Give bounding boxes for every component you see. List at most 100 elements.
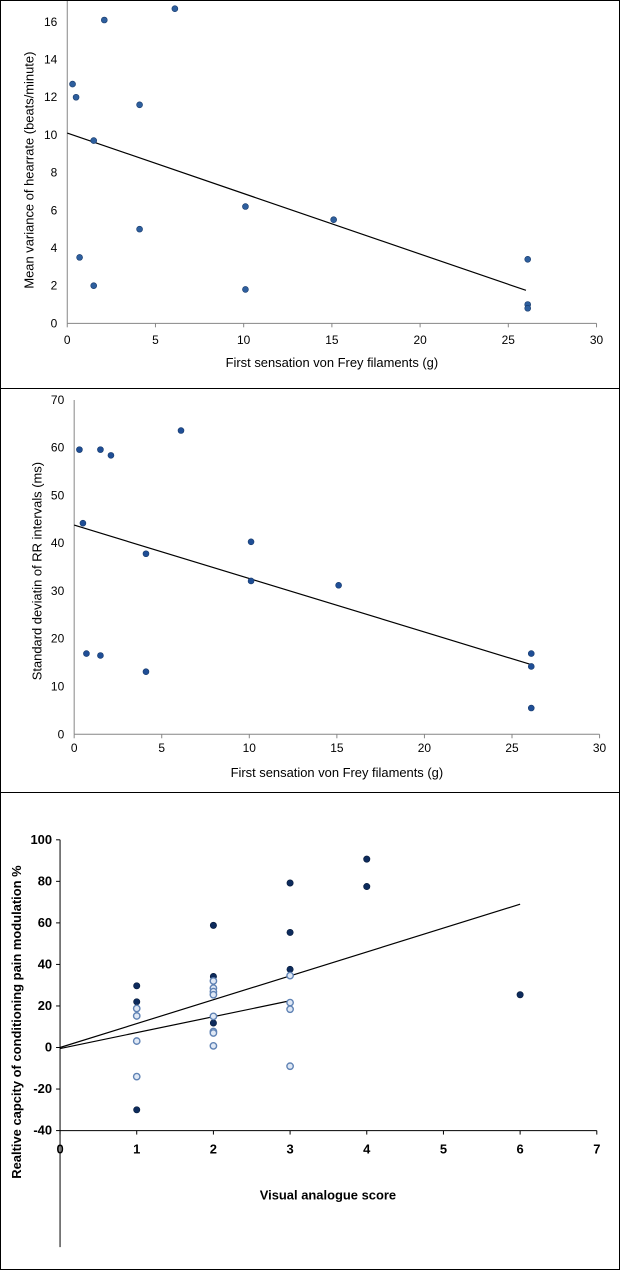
chart-3-series-1-point	[286, 965, 294, 973]
chart-3-series-2-point	[286, 971, 294, 980]
chart-3-series-2-point	[209, 977, 218, 985]
chart-3-series-2-point	[286, 1062, 294, 1071]
chart-3-series-1-point	[286, 879, 294, 887]
chart-1-point	[90, 137, 97, 144]
chart-1-point	[330, 216, 337, 223]
chart-1-svg: 0 5 10 15 20 25 30 0 2 4 6 8 10 12 14 16 First sensati…	[21, 1, 604, 370]
chart-1-y-tick-label: 4	[51, 241, 58, 255]
chart-2-x-tick-label: 0	[71, 741, 78, 755]
chart-3-series-1-point	[133, 982, 141, 990]
chart-2-point	[79, 519, 87, 527]
chart-3-y-tick-label: 0	[45, 1039, 52, 1054]
chart-1-x-tick-label: 20	[413, 333, 427, 347]
chart-3-y-tick-label: -20	[33, 1081, 52, 1096]
chart-1-y-axis-title: Mean variance of hearrate (beats/minute)	[21, 52, 36, 289]
chart-1-x-tick-label: 5	[152, 333, 159, 347]
chart-2-point	[142, 550, 150, 558]
chart-2-point	[527, 663, 535, 670]
chart-3-series-1-point	[133, 1106, 141, 1114]
chart-3-y-tick-label: 100	[30, 832, 52, 847]
chart-3-trendline	[59, 1000, 291, 1050]
chart-3-series-1-point	[286, 928, 294, 936]
chart-2-point	[76, 446, 83, 453]
chart-1-y-tick-label: 14	[44, 53, 58, 67]
chart-1-y-tick-label: 2	[51, 279, 58, 293]
chart-3-x-tick-label: 2	[210, 1141, 217, 1156]
chart-3-series-1-point	[209, 921, 217, 929]
chart-2-y-tick-label: 30	[51, 584, 65, 598]
chart-2-point	[335, 581, 342, 589]
chart-2-point	[83, 650, 90, 657]
chart-1-point	[171, 5, 179, 12]
chart-3-series-2-point	[209, 1041, 218, 1050]
chart-1-y-tick-label: 0	[51, 316, 58, 330]
chart-2-point	[247, 577, 255, 585]
chart-panel-1: 0 5 10 15 20 25 30 0 2 4 6 8 10 12 14 16 First sensati…	[0, 0, 620, 390]
chart-2-y-tick-label: 60	[51, 441, 65, 455]
chart-1-y-tick-label: 8	[51, 166, 58, 180]
chart-2-point	[97, 446, 104, 453]
chart-1-y-tick-label: 12	[44, 90, 58, 104]
chart-3-series-1-point	[209, 1019, 217, 1027]
chart-2-trendline	[73, 524, 530, 665]
chart-3-y-axis-title: Realtive capcity of conditioning pain mo…	[9, 865, 24, 1179]
chart-3-series-2-point	[286, 1005, 294, 1014]
chart-1-point	[90, 282, 97, 289]
chart-1-x-tick-label: 0	[64, 333, 71, 347]
chart-2-y-tick-label: 70	[51, 393, 65, 407]
chart-3-series-1-point	[363, 855, 371, 863]
chart-1-x-tick-label: 30	[590, 333, 604, 347]
chart-1-x-tick-label: 10	[237, 333, 251, 347]
chart-3-series-2-point	[132, 1072, 141, 1081]
chart-3-svg: 0 1 2 3 4 5 6 7 -40 -20 0 20 40 60 80 100 Visual analo…	[9, 832, 600, 1248]
chart-2-x-tick-label: 20	[418, 741, 432, 755]
chart-3-series-2-point	[132, 1004, 141, 1013]
chart-1-point	[101, 16, 108, 24]
chart-3-series-1-point	[516, 991, 524, 999]
chart-2-point	[527, 650, 535, 657]
chart-3-series-2-point	[209, 1029, 218, 1037]
chart-1-point	[76, 254, 83, 261]
chart-3-x-tick-label: 6	[517, 1141, 524, 1156]
chart-3-x-tick-label: 3	[286, 1141, 293, 1156]
chart-2-y-tick-label: 20	[51, 632, 65, 646]
chart-3-x-tick-label: 5	[440, 1141, 447, 1156]
chart-2-point	[527, 704, 535, 712]
chart-1-point	[524, 304, 532, 312]
chart-1-y-tick-label: 6	[51, 203, 58, 217]
chart-1-y-tick-label: 16	[44, 15, 58, 29]
chart-3-y-tick-label: 40	[38, 956, 52, 971]
chart-2-point	[247, 538, 255, 546]
chart-2-x-tick-label: 25	[505, 741, 519, 755]
chart-2-point	[177, 427, 185, 434]
chart-1-point	[524, 255, 532, 263]
chart-2-x-tick-label: 5	[158, 741, 165, 755]
chart-3-x-tick-label: 0	[56, 1141, 63, 1156]
chart-3-y-tick-label: 60	[38, 915, 52, 930]
chart-2-point	[107, 452, 115, 459]
chart-1-point	[242, 286, 249, 293]
chart-1-point	[242, 203, 249, 210]
chart-3-series-2-point	[286, 998, 294, 1007]
chart-2-x-axis-title: First sensation von Frey filaments (g)	[231, 765, 444, 780]
chart-3-series-2-point	[132, 1037, 141, 1045]
chart-1-point	[72, 93, 80, 101]
chart-2-y-axis-title: Standard deviatin of RR intervals (ms)	[29, 462, 44, 680]
chart-3-series-2-point	[209, 1012, 218, 1021]
chart-3-y-tick-label: -40	[33, 1123, 52, 1138]
chart-3-series-1-point	[363, 883, 371, 891]
chart-1-point	[136, 101, 143, 109]
chart-3-y-tick-label: 80	[38, 873, 52, 888]
chart-3-series-1-point	[133, 998, 141, 1006]
chart-3-x-tick-label: 4	[363, 1141, 371, 1156]
chart-2-x-tick-label: 10	[243, 741, 257, 755]
chart-3-y-tick-label: 20	[38, 998, 52, 1013]
chart-2-svg: 0 5 10 15 20 25 30 0 10 20 30 40 50 60 70 First sensa…	[29, 393, 607, 780]
chart-2-x-tick-label: 30	[593, 741, 607, 755]
chart-1-x-tick-label: 25	[502, 333, 516, 347]
chart-2-point	[142, 668, 150, 676]
chart-3-series-2-point	[209, 990, 218, 999]
chart-3-x-tick-label: 1	[133, 1141, 140, 1156]
chart-1-point	[69, 80, 76, 88]
chart-2-x-tick-label: 15	[330, 741, 344, 755]
